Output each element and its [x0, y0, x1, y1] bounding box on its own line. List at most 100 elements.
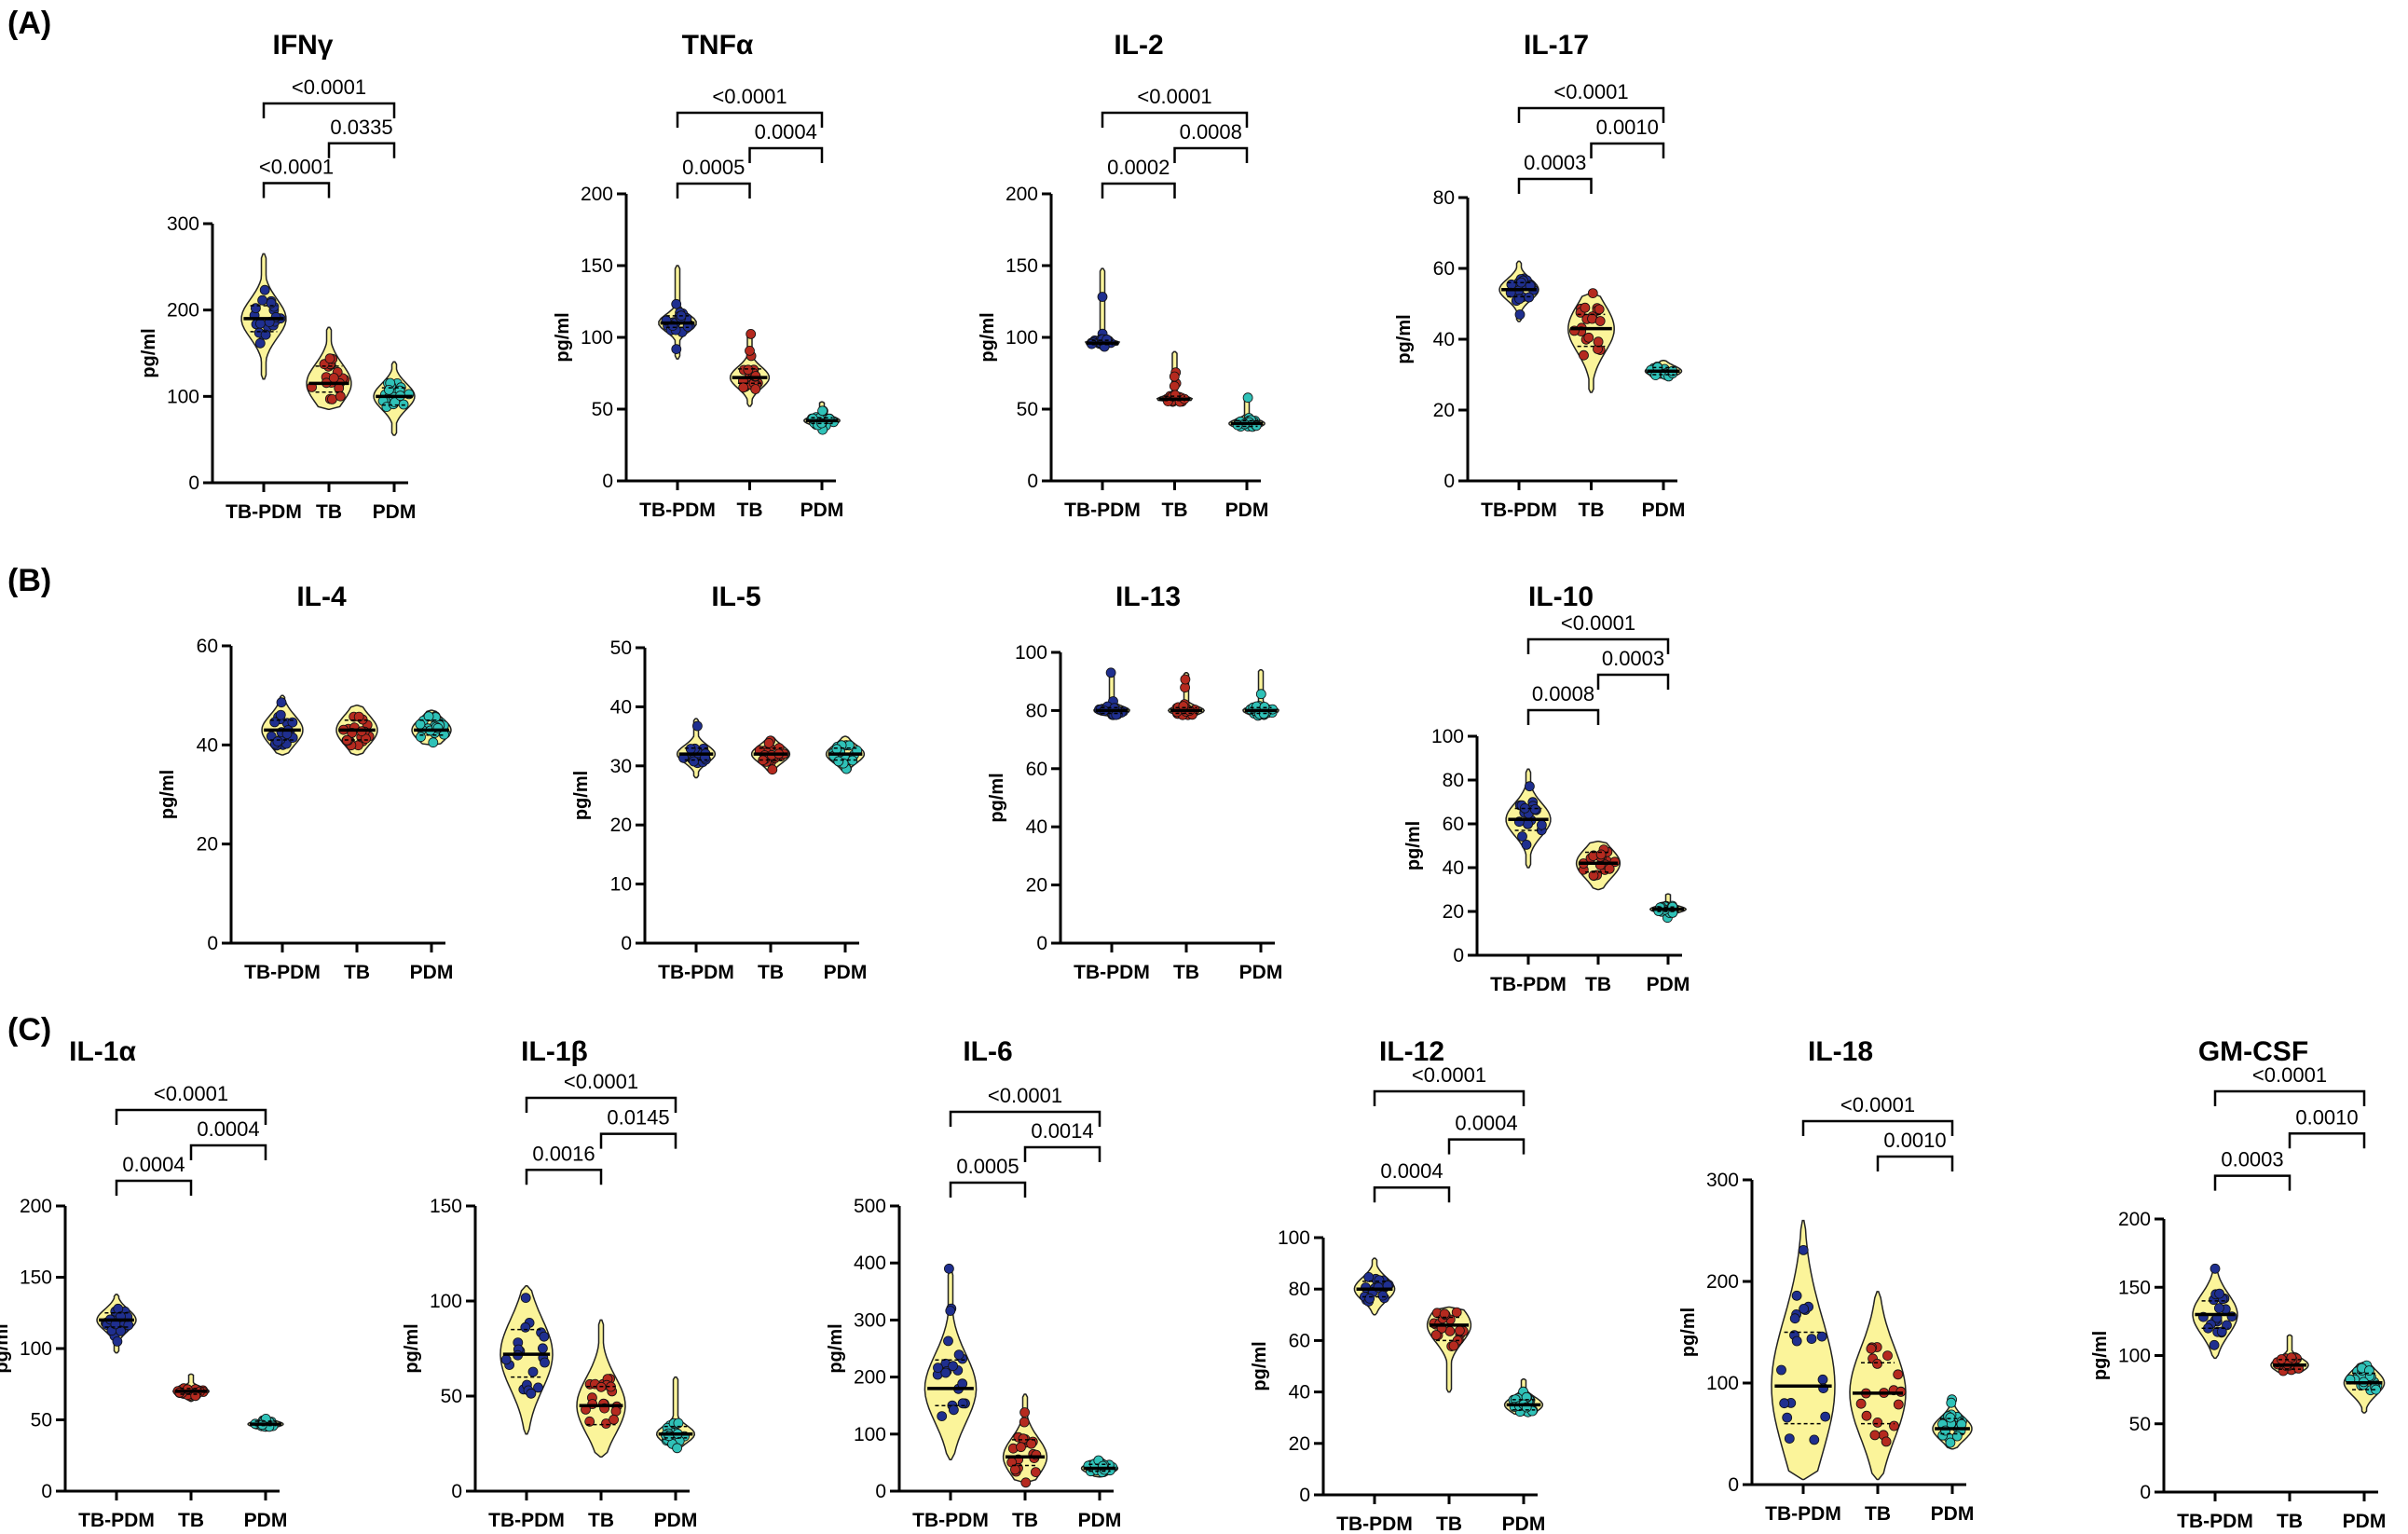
chart-panel-il-1-: IL-1β 0 50 100 150 pg/ml TB-PDM TB PDM <0.0001 0.0… — [402, 1036, 697, 1531]
y-tick-label: 150 — [1006, 255, 1038, 277]
data-point — [266, 297, 277, 308]
data-point — [1593, 336, 1604, 348]
chart-title: IL-4 — [296, 582, 347, 612]
y-tick-label: 100 — [1431, 726, 1464, 747]
data-point — [1872, 1418, 1883, 1428]
chart-title: TNFα — [682, 30, 754, 61]
chart-title: GM-CSF — [2198, 1036, 2308, 1067]
x-tick-label: PDM — [824, 962, 868, 983]
y-tick-label: 80 — [1026, 700, 1047, 721]
significance-bracket — [1173, 146, 1249, 163]
p-value-label: 0.0004 — [1380, 1159, 1443, 1183]
chart-title: IL-12 — [1379, 1036, 1444, 1067]
y-tick-label: 100 — [2118, 1346, 2151, 1367]
x-tick-label: TB — [1436, 1513, 1462, 1534]
y-tick-label: 40 — [197, 734, 218, 756]
data-point — [1820, 1411, 1831, 1422]
violin-tb-pdm — [1084, 267, 1121, 349]
data-point — [1951, 1431, 1963, 1442]
p-value-label: 0.0008 — [1180, 120, 1242, 144]
data-point — [1169, 371, 1180, 382]
data-point — [415, 719, 426, 730]
p-value-label: 0.0010 — [1596, 116, 1659, 139]
x-tick-label: TB-PDM — [1336, 1513, 1413, 1534]
y-tick-label: 0 — [875, 1481, 886, 1502]
data-point — [949, 1404, 959, 1416]
data-point — [526, 1388, 537, 1399]
y-tick-label: 100 — [1015, 642, 1047, 664]
y-tick-label: 0 — [1453, 945, 1464, 966]
y-tick-label: 40 — [610, 696, 632, 718]
data-point — [500, 1354, 512, 1365]
significance-bracket — [1517, 106, 1665, 123]
data-point — [1861, 1410, 1872, 1421]
data-point — [326, 393, 337, 404]
data-point — [254, 337, 266, 349]
data-point — [276, 697, 287, 708]
data-point — [831, 744, 842, 755]
data-point — [738, 382, 749, 393]
x-tick-label: TB-PDM — [1490, 974, 1567, 995]
y-tick-label: 0 — [451, 1481, 462, 1502]
y-tick-label: 100 — [167, 386, 199, 407]
y-tick-label: 0 — [1027, 471, 1038, 492]
x-tick-label: TB-PDM — [244, 962, 321, 983]
data-point — [1882, 1350, 1893, 1361]
data-point — [2213, 1303, 2224, 1313]
data-point — [1946, 1397, 1957, 1408]
data-point — [609, 1414, 619, 1425]
data-point — [353, 711, 364, 722]
p-value-label: 0.0008 — [1532, 682, 1594, 705]
y-tick-label: 300 — [1706, 1170, 1739, 1191]
y-tick-label: 200 — [854, 1367, 886, 1389]
significance-bracket — [2213, 1174, 2292, 1191]
data-point — [275, 709, 286, 720]
x-tick-label: TB-PDM — [488, 1510, 565, 1531]
significance-bracket — [1526, 637, 1670, 654]
significance-bracket — [1373, 1089, 1526, 1106]
data-point — [2209, 1339, 2220, 1350]
data-point — [672, 1443, 682, 1454]
x-tick-label: TB-PDM — [1074, 962, 1150, 983]
data-point — [1791, 1335, 1802, 1347]
x-tick-label: TB — [1579, 500, 1605, 521]
x-tick-label: PDM — [1502, 1513, 1546, 1534]
chart-panel-il-6: IL-6 0 100 200 300 400 500 pg/ml TB-PDM TB PDM <0.0… — [826, 1036, 1121, 1531]
x-tick-label: TB — [1173, 962, 1199, 983]
data-point — [540, 1357, 550, 1368]
p-value-label: <0.0001 — [292, 75, 366, 99]
data-point — [1105, 667, 1116, 678]
chart-title: IL-6 — [963, 1036, 1012, 1067]
x-tick-label: TB — [588, 1510, 614, 1531]
data-point — [1579, 349, 1589, 361]
x-tick-label: PDM — [1225, 500, 1269, 521]
p-value-label: 0.0004 — [1455, 1112, 1517, 1135]
p-value-label: 0.0145 — [607, 1106, 669, 1130]
data-point — [1537, 819, 1547, 830]
significance-bracket — [949, 1110, 1101, 1127]
data-point — [767, 764, 778, 775]
data-point — [743, 364, 754, 376]
chart-panel-il-13: IL-13 0 20 40 60 80 100 pg/ml TB-PDM TB PDM — [987, 582, 1282, 983]
significance-bracket — [2213, 1089, 2366, 1106]
significance-bracket — [115, 1179, 193, 1196]
violin-tb — [1849, 1291, 1907, 1481]
chart-title: IL-10 — [1528, 582, 1594, 612]
chart-panel-il-12: IL-12 0 20 40 60 80 100 pg/ml TB-PDM TB PDM <0.0001… — [1250, 1036, 1545, 1534]
significance-bracket — [1447, 1138, 1526, 1155]
data-point — [1364, 1293, 1375, 1304]
p-value-label: 0.0003 — [1524, 151, 1586, 174]
x-tick-label: PDM — [1642, 500, 1686, 521]
chart-title: IFNγ — [272, 30, 333, 61]
data-point — [1779, 1398, 1790, 1409]
data-point — [1893, 1399, 1904, 1410]
x-tick-label: PDM — [2343, 1511, 2387, 1532]
y-axis-label: pg/ml — [1394, 314, 1415, 363]
p-value-label: <0.0001 — [154, 1082, 228, 1105]
x-tick-label: PDM — [410, 962, 454, 983]
y-tick-label: 0 — [602, 471, 613, 492]
y-tick-label: 300 — [854, 1309, 886, 1331]
data-point — [1799, 1304, 1809, 1314]
data-point — [2210, 1263, 2221, 1274]
